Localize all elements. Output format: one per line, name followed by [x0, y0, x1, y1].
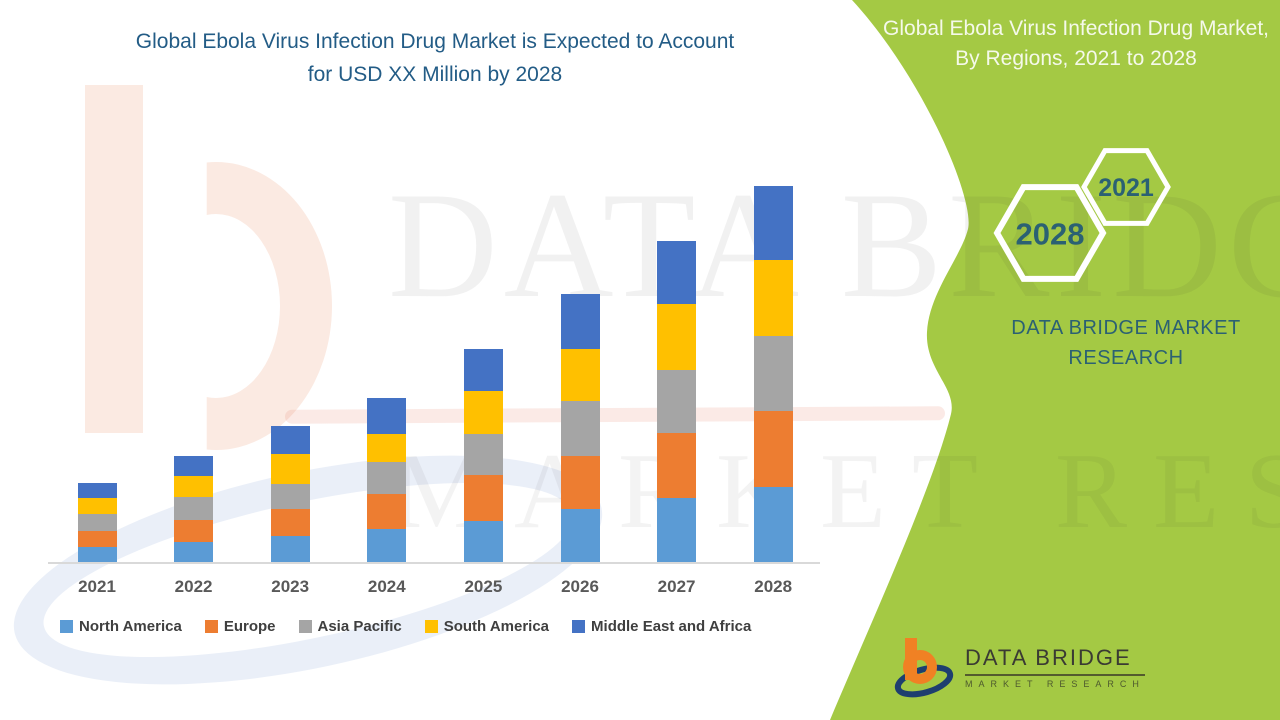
- bar-segment-europe-2028: [753, 411, 793, 487]
- legend-label-europe: Europe: [223, 618, 276, 635]
- bar-segment-middle-east-and-africa-2025: [463, 349, 503, 391]
- bar-segment-europe-2023: [270, 509, 310, 536]
- bar-segment-asia-pacific-2028: [753, 336, 793, 411]
- bar-segment-north-america-2028: [753, 487, 793, 562]
- bar-segment-asia-pacific-2021: [77, 514, 117, 531]
- bar-segment-asia-pacific-2026: [560, 401, 600, 456]
- x-axis-label-2023: 2023: [271, 577, 310, 596]
- bar-segment-north-america-2026: [560, 509, 600, 562]
- bar-segment-middle-east-and-africa-2028: [753, 186, 793, 260]
- bar-segment-middle-east-and-africa-2024: [367, 398, 407, 434]
- legend-item-south-america: South America: [424, 618, 550, 635]
- legend-label-asia-pacific: Asia Pacific: [317, 618, 402, 635]
- legend-swatch-europe: [204, 620, 218, 633]
- bar-segment-europe-2024: [367, 494, 407, 529]
- bar-segment-middle-east-and-africa-2027: [657, 241, 697, 304]
- bar-segment-asia-pacific-2024: [367, 462, 407, 494]
- bar-segment-asia-pacific-2025: [463, 434, 503, 475]
- x-axis-label-2022: 2022: [174, 577, 213, 596]
- bar-segment-south-america-2021: [77, 498, 117, 514]
- legend-label-north-america: North America: [79, 618, 182, 635]
- bar-segment-south-america-2024: [367, 434, 407, 462]
- bar-segment-south-america-2028: [753, 260, 793, 336]
- x-axis-label-2024: 2024: [367, 577, 406, 596]
- bar-segment-europe-2022: [174, 520, 214, 542]
- chart-title: Global Ebola Virus Infection Drug Market…: [135, 30, 735, 86]
- legend-item-europe: Europe: [204, 618, 276, 635]
- legend-swatch-north-america: [60, 620, 73, 633]
- legend-swatch-middle-east-and-africa: [572, 620, 586, 633]
- bar-segment-asia-pacific-2027: [657, 370, 697, 433]
- legend-swatch-asia-pacific: [298, 620, 312, 633]
- bar-segment-north-america-2023: [270, 536, 310, 562]
- bar-segment-south-america-2025: [463, 391, 503, 434]
- watermark-text-market-research: MARKET RESEARCH: [392, 432, 1280, 551]
- bar-segment-middle-east-and-africa-2026: [560, 294, 600, 349]
- bar-segment-south-america-2027: [657, 304, 697, 370]
- bar-segment-europe-2025: [463, 475, 503, 521]
- legend-item-asia-pacific: Asia Pacific: [298, 618, 402, 635]
- legend-label-south-america: South America: [443, 618, 550, 635]
- legend-label-middle-east-and-africa: Middle East and Africa: [591, 618, 752, 635]
- bar-segment-north-america-2025: [463, 521, 503, 562]
- bar-segment-south-america-2022: [174, 476, 214, 497]
- bar-segment-middle-east-and-africa-2023: [270, 426, 310, 454]
- bar-segment-middle-east-and-africa-2022: [174, 456, 214, 476]
- legend: North America Europe Asia Pacific South Ame…: [60, 618, 751, 635]
- x-axis-label-2026: 2026: [561, 577, 599, 596]
- bar-segment-asia-pacific-2023: [270, 484, 310, 509]
- x-axis-label-2028: 2028: [754, 577, 793, 596]
- watermark-logo-stem: [85, 85, 143, 433]
- bar-segment-middle-east-and-africa-2021: [77, 483, 117, 498]
- bar-segment-north-america-2027: [657, 498, 697, 562]
- x-axis-label-2025: 2025: [464, 577, 503, 596]
- x-axis-label-2027: 2027: [657, 577, 696, 596]
- x-axis-label-2021: 2021: [78, 577, 116, 596]
- bar-segment-europe-2027: [657, 433, 697, 498]
- bar-segment-asia-pacific-2022: [174, 497, 214, 520]
- bar-segment-north-america-2022: [174, 542, 214, 562]
- x-axis-line: [48, 562, 820, 564]
- bar-segment-europe-2021: [77, 531, 117, 547]
- bar-segment-north-america-2024: [367, 529, 407, 562]
- legend-item-middle-east-and-africa: Middle East and Africa: [572, 618, 751, 635]
- bar-segment-europe-2026: [560, 456, 600, 509]
- bar-segment-south-america-2026: [560, 349, 600, 401]
- bar-segment-south-america-2023: [270, 454, 310, 484]
- legend-swatch-south-america: [424, 620, 438, 633]
- bar-segment-north-america-2021: [77, 547, 117, 562]
- legend-item-north-america: North America: [60, 618, 182, 635]
